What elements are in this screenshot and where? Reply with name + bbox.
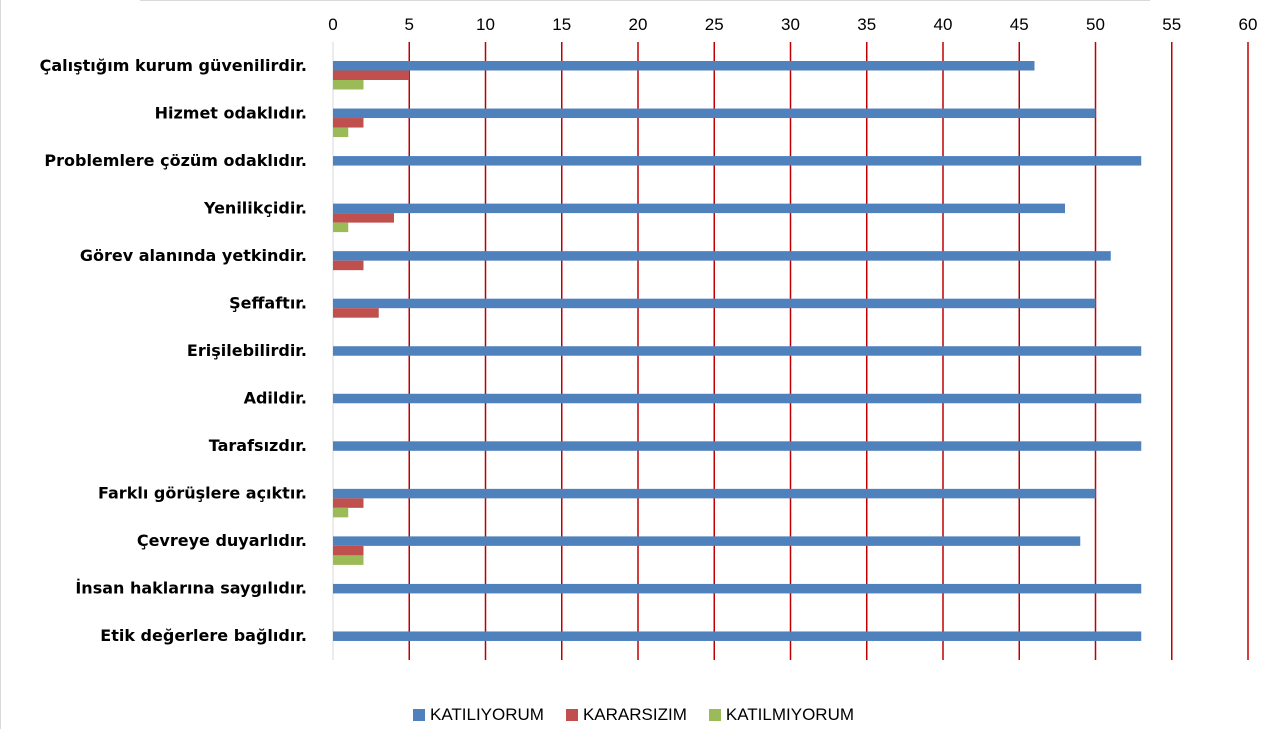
bar-katiliyorum	[333, 631, 1142, 641]
bar-katiliyorum	[333, 441, 1142, 451]
x-tick-label: 45	[1010, 15, 1029, 34]
bar-katiliyorum	[333, 346, 1142, 356]
bar-kararsizim	[333, 118, 364, 128]
x-tick-label: 25	[705, 15, 724, 34]
bar-katilmiyorum	[333, 80, 364, 90]
bar-katiliyorum	[333, 393, 1142, 404]
bar-kararsizim	[333, 545, 364, 556]
category-label: Problemlere çözüm odaklıdır.	[44, 151, 307, 170]
bar-chart: 0 5 10 15 20 25 30 35 40 45 50 55 60 Çalıştığım kurum…	[40, 15, 1258, 660]
bar-katiliyorum	[333, 298, 1096, 309]
x-tick-label: 50	[1086, 15, 1105, 34]
bar-kararsizim	[333, 213, 394, 223]
category-label: Çalıştığım kurum güvenilirdir.	[40, 56, 307, 75]
bar-katilmiyorum	[333, 555, 364, 565]
category-label: Tarafsızdır.	[209, 436, 307, 455]
category-label: Adildir.	[244, 389, 307, 408]
legend-label: KARARSIZIM	[582, 705, 687, 724]
x-tick-label: 0	[328, 15, 337, 34]
bar-katiliyorum	[333, 156, 1142, 166]
chart-legend: KATILIYORUM KARARSIZIM KATILMIYORUM	[0, 705, 1267, 725]
legend-item: KATILMIYORUM	[708, 705, 855, 725]
category-label: Şeffaftır.	[229, 293, 307, 312]
category-label: Görev alanında yetkindir.	[80, 246, 307, 265]
bar-katiliyorum	[333, 61, 1035, 71]
x-tick-label: 60	[1239, 15, 1258, 34]
bar-katiliyorum	[333, 251, 1111, 261]
legend-swatch	[708, 709, 721, 721]
bar-kararsizim	[333, 260, 364, 271]
x-tick-label: 20	[629, 15, 648, 34]
bar-katiliyorum	[333, 488, 1096, 499]
x-tick-label: 35	[857, 15, 876, 34]
category-label: Yenilikçidir.	[203, 198, 307, 217]
legend-swatch	[412, 709, 425, 721]
category-label: Erişilebilirdir.	[187, 341, 307, 360]
category-label: Etik değerlere bağlıdır.	[100, 626, 307, 645]
legend-label: KATILMIYORUM	[725, 705, 855, 724]
bar-katiliyorum	[333, 583, 1142, 594]
x-tick-label: 15	[552, 15, 571, 34]
legend-swatch	[565, 709, 578, 721]
bar-katilmiyorum	[333, 507, 349, 518]
bar-katilmiyorum	[333, 222, 349, 233]
legend-item: KARARSIZIM	[565, 705, 687, 725]
legend-label: KATILIYORUM	[429, 705, 544, 724]
category-label: Farklı görüşlere açıktır.	[98, 484, 307, 503]
x-tick-label: 10	[476, 15, 495, 34]
chart-border-left	[0, 0, 1, 729]
x-tick-label: 40	[934, 15, 953, 34]
category-label: Çevreye duyarlıdır.	[137, 531, 307, 550]
x-tick-label: 55	[1162, 15, 1181, 34]
bar-katiliyorum	[333, 203, 1065, 214]
category-label: Hizmet odaklıdır.	[155, 103, 307, 122]
bar-kararsizim	[333, 308, 379, 318]
bar-katiliyorum	[333, 536, 1081, 546]
bar-kararsizim	[333, 70, 410, 80]
legend-item: KATILIYORUM	[412, 705, 544, 725]
bar-katiliyorum	[333, 108, 1096, 119]
bar-katilmiyorum	[333, 127, 349, 138]
bar-kararsizim	[333, 498, 364, 508]
x-tick-label: 5	[405, 15, 414, 34]
chart-border-top	[140, 0, 1150, 1]
x-tick-label: 30	[781, 15, 800, 34]
category-label: İnsan haklarına saygılıdır.	[75, 579, 307, 598]
